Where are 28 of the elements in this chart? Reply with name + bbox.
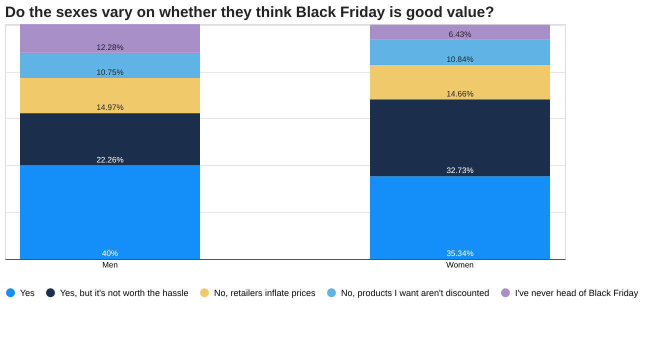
legend-label: No, products I want aren't discounted xyxy=(341,288,490,298)
chart-title: Do the sexes vary on whether they think Black Friday is good value? xyxy=(5,4,494,21)
legend-label: Yes, but it's not worth the hassle xyxy=(60,288,188,298)
legend-label: No, retailers inflate prices xyxy=(214,288,316,298)
data-label: 22.26% xyxy=(96,155,124,164)
data-label: 10.75% xyxy=(96,68,124,78)
data-label: 10.84% xyxy=(446,55,474,64)
bar xyxy=(370,24,550,40)
x-tick-label: Women xyxy=(446,260,474,270)
x-tick-label: Men xyxy=(102,260,118,270)
bar xyxy=(370,40,550,66)
data-label: 35.34% xyxy=(446,249,474,258)
bar xyxy=(370,100,550,176)
bar xyxy=(20,113,200,166)
bar xyxy=(20,78,200,114)
bar xyxy=(370,65,550,100)
legend-label: Yes xyxy=(20,288,36,298)
data-label: 14.97% xyxy=(96,103,124,112)
data-label: 6.43% xyxy=(448,30,472,39)
data-label: 32.73% xyxy=(446,166,474,176)
data-label: 12.28% xyxy=(96,42,124,52)
data-label: 40% xyxy=(102,249,118,258)
bar xyxy=(370,176,550,259)
bar xyxy=(20,165,200,259)
legend-label: I've never head of Black Friday xyxy=(515,288,639,298)
bar xyxy=(20,24,200,53)
bar xyxy=(20,52,200,78)
data-label: 14.66% xyxy=(446,90,474,99)
